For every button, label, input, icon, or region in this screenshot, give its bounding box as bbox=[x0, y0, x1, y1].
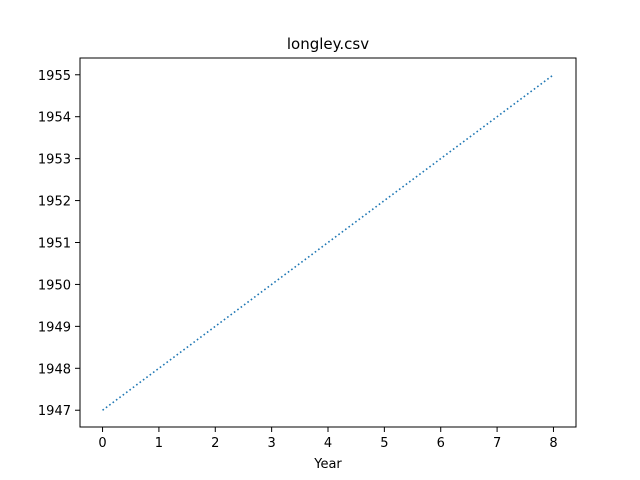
series-layer bbox=[102, 74, 554, 411]
x-tick-label: 5 bbox=[380, 436, 388, 451]
x-tick-label: 7 bbox=[493, 436, 501, 451]
y-tick-label: 1950 bbox=[38, 278, 71, 293]
y-tick-label: 1954 bbox=[38, 111, 71, 126]
x-tick-label: 1 bbox=[155, 436, 163, 451]
x-tick-label: 6 bbox=[437, 436, 445, 451]
y-tick-label: 1948 bbox=[38, 362, 71, 377]
x-axis-ticks: 0 1 2 3 4 5 6 7 8 bbox=[98, 427, 558, 451]
y-tick-label: 1947 bbox=[38, 404, 71, 419]
series-line bbox=[102, 74, 554, 411]
x-tick-label: 0 bbox=[98, 436, 106, 451]
y-axis-ticks: 1947 1948 1949 1950 1951 1952 1953 1954 1955 bbox=[38, 69, 80, 419]
y-tick-label: 1955 bbox=[38, 69, 71, 84]
x-tick-label: 4 bbox=[324, 436, 332, 451]
x-tick-label: 2 bbox=[211, 436, 219, 451]
chart-title: longley.csv bbox=[287, 35, 369, 53]
x-axis-label: Year bbox=[313, 457, 342, 472]
plot-frame bbox=[79, 57, 577, 428]
y-tick-label: 1951 bbox=[38, 237, 71, 252]
y-tick-label: 1953 bbox=[38, 153, 71, 168]
y-tick-label: 1949 bbox=[38, 320, 71, 335]
x-tick-label: 3 bbox=[267, 436, 275, 451]
y-tick-label: 1952 bbox=[38, 195, 71, 210]
x-tick-label: 8 bbox=[549, 436, 557, 451]
